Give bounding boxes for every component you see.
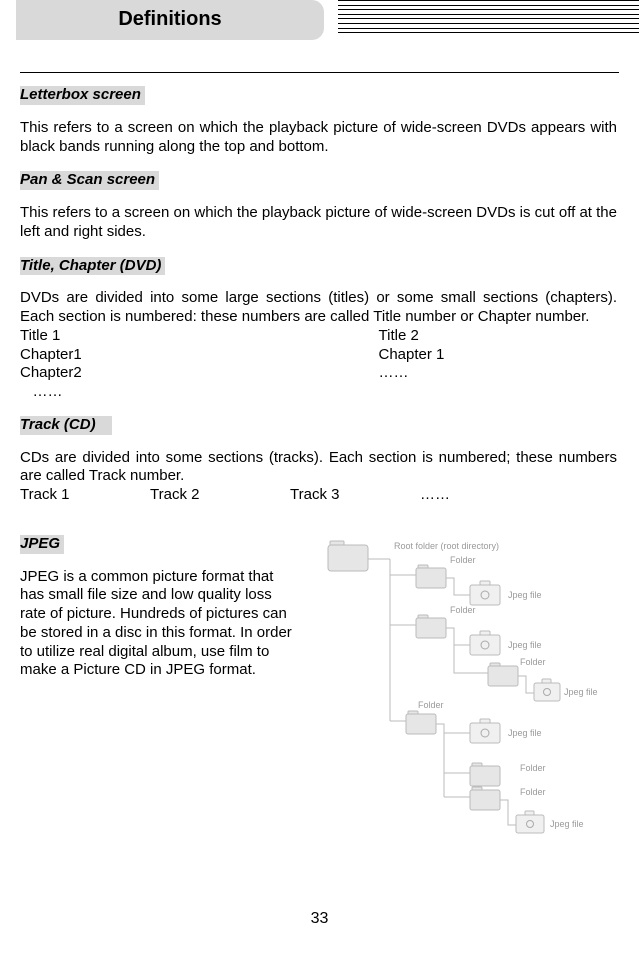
section-body-panscan: This refers to a screen on which the pla… [20,204,617,242]
root-folder-icon [328,541,368,571]
header-tab: Definitions [16,0,324,40]
section-heading-titlechapter: Title, Chapter (DVD) [20,257,165,276]
jpeg-file-icon [470,581,500,605]
section-body-titlechapter: DVDs are divided into some large section… [20,289,617,327]
tc-left-0: Title 1 [20,327,259,346]
folder-label-4: Folder [520,763,546,773]
tc-left-3: …… [20,383,259,402]
folder-label-5: Folder [520,787,546,797]
jpeg-tree-diagram: Root folder (root directory) Folder [320,535,617,860]
track-1: Track 2 [150,486,290,505]
jpeg-label-3: Jpeg file [564,687,598,697]
tc-left-2: Chapter2 [20,364,259,383]
section-body-jpeg: JPEG is a common picture format that has… [20,568,300,681]
tc-left-1: Chapter1 [20,346,259,365]
section-body-track: CDs are divided into some sections (trac… [20,449,617,487]
root-label: Root folder (root directory) [394,541,499,551]
page-number: 33 [0,910,639,928]
tc-right-1: Chapter 1 [379,346,618,365]
header-title: Definitions [16,8,324,31]
jpeg-left-col: JPEG JPEG is a common picture format tha… [20,535,300,680]
section-heading-track: Track (CD) [20,416,112,435]
jpeg-label-4: Jpeg file [508,728,542,738]
jpeg-label-5: Jpeg file [550,819,584,829]
section-heading-panscan: Pan & Scan screen [20,171,159,190]
folder-label-3: Folder [418,700,444,710]
title-chapter-columns: Title 1 Chapter1 Chapter2 …… Title 2 Cha… [20,327,617,402]
folder-icon [416,565,446,588]
page-header: Definitions [0,0,639,40]
folder-icon [470,787,500,810]
section-heading-letterbox: Letterbox screen [20,86,145,105]
folder-icon [416,615,446,638]
jpeg-label-1: Jpeg file [508,590,542,600]
jpeg-label-2: Jpeg file [508,640,542,650]
jpeg-file-icon [534,679,560,701]
title-chapter-col-left: Title 1 Chapter1 Chapter2 …… [20,327,259,402]
track-0: Track 1 [20,486,150,505]
jpeg-file-icon [516,811,544,833]
title-chapter-col-right: Title 2 Chapter 1 …… [259,327,618,402]
tc-right-0: Title 2 [379,327,618,346]
folder-icon [488,663,518,686]
folder-label-2b: Folder [520,657,546,667]
jpeg-file-icon [470,631,500,655]
folder-icon [470,763,500,786]
folder-tree-svg: Root folder (root directory) Folder [320,535,600,855]
folder-label-1: Folder [450,555,476,565]
section-heading-jpeg: JPEG [20,535,64,554]
track-3: …… [420,486,450,505]
track-2: Track 3 [290,486,420,505]
jpeg-section: JPEG JPEG is a common picture format tha… [20,535,617,860]
tc-right-3: …… [379,364,618,383]
jpeg-file-icon [470,719,500,743]
page-content: Letterbox screen This refers to a screen… [20,86,617,859]
track-row: Track 1 Track 2 Track 3 …… [20,486,617,505]
section-body-letterbox: This refers to a screen on which the pla… [20,119,617,157]
horizontal-rule [20,72,619,73]
header-decorative-lines [338,0,639,40]
folder-icon [406,711,436,734]
folder-label-2: Folder [450,605,476,615]
